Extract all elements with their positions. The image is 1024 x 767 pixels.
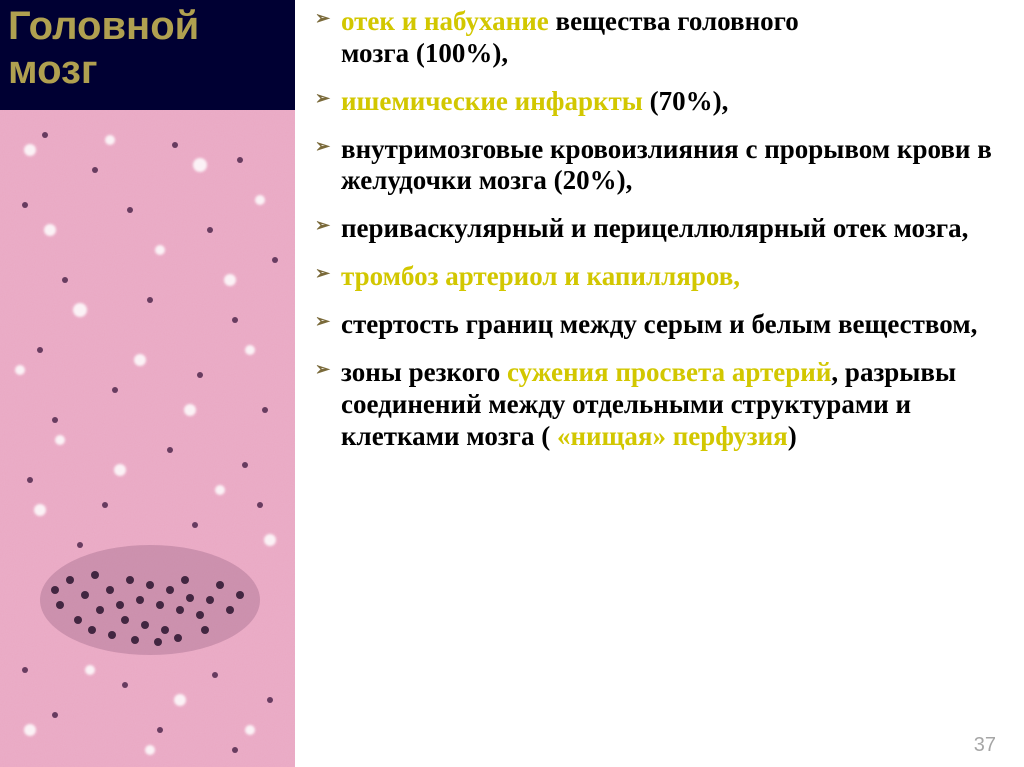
histology-image: [0, 110, 295, 767]
bullet-1-highlight: отек и набухание: [341, 6, 556, 36]
bullet-4: периваскулярный и перицеллюлярный отек м…: [311, 213, 1020, 245]
bullet-3: внутримозговые кровоизлияния с прорывом …: [311, 134, 1020, 198]
bullet-1-text-a: вещества головного: [556, 6, 799, 36]
bullet-7-text-a: зоны резкого: [341, 357, 507, 387]
bullet-5-highlight: тромбоз артериол и капилляров,: [341, 261, 740, 291]
bullet-7-hl2: «нищая» перфузия: [557, 421, 788, 451]
bullet-2-text: (70%),: [650, 86, 729, 116]
bullet-1: отек и набухание вещества головного мозг…: [311, 6, 1020, 70]
bullet-2-highlight: ишемические инфаркты: [341, 86, 650, 116]
slide-number: 37: [974, 734, 996, 757]
bullet-list: отек и набухание вещества головного мозг…: [311, 6, 1020, 452]
bullet-1-text-b: мозга (100%),: [341, 38, 508, 68]
content-area: отек и набухание вещества головного мозг…: [295, 0, 1024, 767]
bullet-7: зоны резкого сужения просвета артерий, р…: [311, 357, 1020, 453]
slide-title: Головной мозг: [0, 0, 295, 110]
bullet-2: ишемические инфаркты (70%),: [311, 86, 1020, 118]
bullet-7-hl1: сужения просвета артерий: [507, 357, 831, 387]
bullet-7-text-c: ): [788, 421, 797, 451]
bullet-6: стертость границ между серым и белым вещ…: [311, 309, 1020, 341]
bullet-5: тромбоз артериол и капилляров,: [311, 261, 1020, 293]
